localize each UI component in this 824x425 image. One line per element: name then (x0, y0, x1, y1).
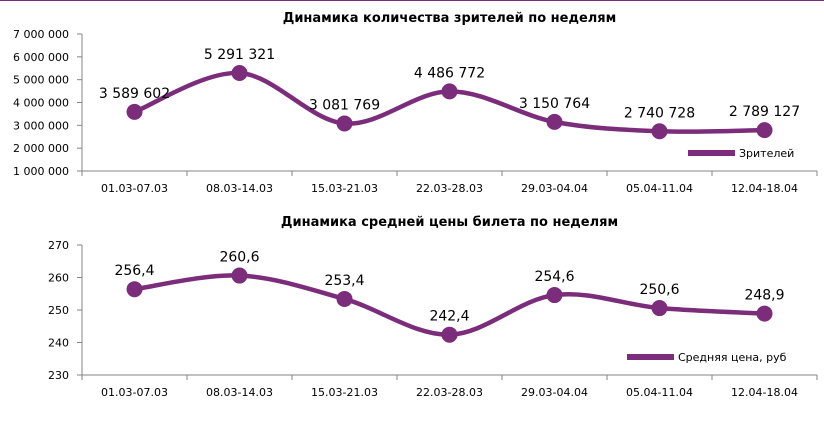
ticket-price-chart: Динамика средней цены билета по неделям 2… (48, 215, 818, 399)
x-tick-label: 08.03-14.03 (206, 386, 273, 399)
chart-title: Динамика количества зрителей по неделям (283, 11, 617, 26)
y-tick-label: 260 (48, 272, 69, 285)
x-tick-label: 29.03-04.04 (521, 386, 588, 399)
x-tick-label: 05.04-11.04 (626, 386, 693, 399)
data-label: 5 291 321 (204, 47, 275, 63)
x-tick-label: 01.03-07.03 (101, 182, 168, 195)
data-point (756, 305, 773, 322)
data-label: 3 589 602 (99, 86, 170, 102)
x-tick-label: 12.04-18.04 (731, 386, 798, 399)
data-point (651, 300, 668, 317)
data-label: 256,4 (114, 263, 154, 279)
data-point (756, 122, 773, 139)
data-point (441, 83, 458, 100)
y-tick-label: 250 (48, 304, 69, 317)
data-point (336, 290, 353, 307)
x-tick-label: 15.03-21.03 (311, 182, 378, 195)
chart-title: Динамика средней цены билета по неделям (281, 215, 618, 230)
data-label: 3 150 764 (519, 96, 590, 112)
x-tick-label: 29.03-04.04 (521, 182, 588, 195)
data-label: 4 486 772 (414, 65, 485, 81)
x-tick-label: 15.03-21.03 (311, 386, 378, 399)
data-label: 250,6 (639, 282, 679, 298)
series-line (133, 70, 765, 134)
x-tick-label: 22.03-28.03 (416, 182, 483, 195)
data-label: 242,4 (429, 309, 469, 325)
x-tick-label: 22.03-28.03 (416, 386, 483, 399)
y-tick-label: 3 000 000 (13, 119, 69, 132)
data-point (336, 115, 353, 132)
data-point (126, 103, 143, 120)
y-tick-label: 2 000 000 (13, 142, 69, 155)
data-label: 260,6 (219, 250, 259, 266)
data-point (546, 287, 563, 304)
data-label: 2 740 728 (624, 105, 695, 121)
y-tick-label: 230 (48, 369, 69, 382)
x-tick-label: 12.04-18.04 (731, 182, 798, 195)
data-label: 248,9 (744, 288, 784, 304)
legend-swatch (627, 354, 674, 360)
data-point (441, 326, 458, 343)
data-label: 253,4 (324, 273, 364, 289)
y-tick-label: 240 (48, 337, 69, 350)
legend-swatch (688, 150, 735, 156)
data-point (231, 267, 248, 284)
y-tick-label: 6 000 000 (13, 51, 69, 64)
x-tick-label: 08.03-14.03 (206, 182, 273, 195)
y-tick-label: 4 000 000 (13, 97, 69, 110)
legend-label: Средняя цена, руб (678, 351, 787, 364)
data-label: 3 081 769 (309, 97, 380, 113)
y-tick-label: 1 000 000 (13, 165, 69, 178)
data-point (231, 65, 248, 82)
y-tick-label: 270 (48, 239, 69, 252)
x-tick-label: 01.03-07.03 (101, 386, 168, 399)
data-point (651, 123, 668, 140)
data-point (546, 113, 563, 130)
data-label: 254,6 (534, 269, 574, 285)
viewers-chart: Динамика количества зрителей по неделям 1… (13, 11, 818, 195)
y-tick-label: 7 000 000 (13, 28, 69, 41)
y-tick-label: 5 000 000 (13, 74, 69, 87)
data-point (126, 281, 143, 298)
legend-label: Зрителей (739, 147, 794, 160)
data-label: 2 789 127 (729, 104, 800, 120)
x-tick-label: 05.04-11.04 (626, 182, 693, 195)
